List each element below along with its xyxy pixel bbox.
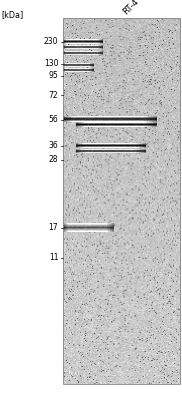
- Text: 72: 72: [49, 91, 58, 100]
- Bar: [63, 18, 180, 384]
- Text: 36: 36: [48, 142, 58, 150]
- Text: 130: 130: [44, 60, 58, 68]
- Text: 95: 95: [48, 72, 58, 80]
- Text: 11: 11: [49, 254, 58, 262]
- Text: RT-4: RT-4: [121, 0, 141, 16]
- Text: 230: 230: [44, 38, 58, 46]
- Text: 17: 17: [49, 224, 58, 232]
- Text: 28: 28: [49, 156, 58, 164]
- Text: [kDa]: [kDa]: [2, 10, 24, 19]
- Text: 56: 56: [48, 116, 58, 124]
